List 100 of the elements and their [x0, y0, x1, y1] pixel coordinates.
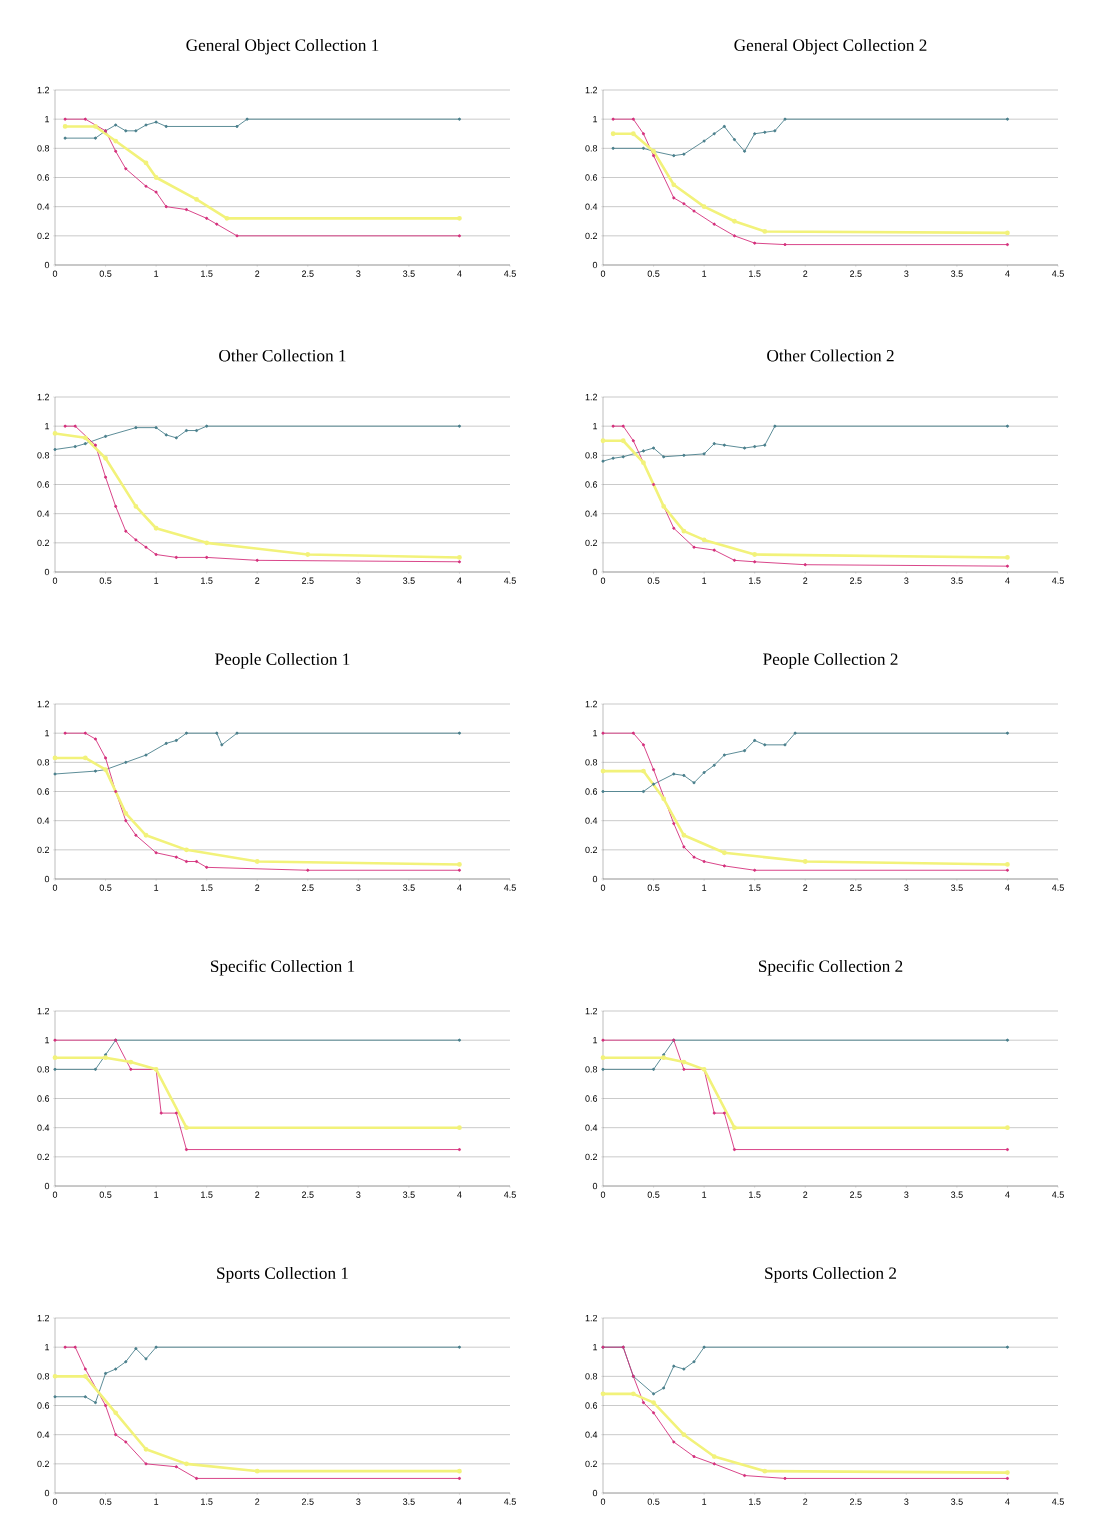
y-tick-label: 0.6	[37, 788, 50, 795]
point	[53, 1395, 57, 1399]
point	[763, 130, 767, 134]
point	[672, 154, 676, 158]
x-tick-label: 3	[904, 1191, 909, 1198]
y-tick-label: 0	[44, 875, 50, 883]
point	[204, 540, 210, 546]
y-tick-label: 0.6	[37, 481, 50, 488]
point	[457, 1125, 462, 1131]
point	[631, 439, 635, 443]
x-tick-label: 2	[803, 577, 808, 584]
point	[306, 868, 310, 872]
point	[63, 136, 67, 140]
point	[184, 1461, 189, 1467]
point	[712, 1111, 716, 1115]
y-tick-label: 0.6	[37, 1095, 50, 1102]
point	[652, 1067, 656, 1071]
point	[652, 482, 656, 487]
point	[783, 243, 787, 247]
point	[83, 117, 87, 121]
x-tick-label: 1.5	[749, 1191, 761, 1198]
point	[1005, 1470, 1010, 1475]
point	[732, 1125, 737, 1131]
point	[174, 436, 178, 440]
x-tick-label: 4	[1005, 577, 1010, 584]
y-tick-label: 0.6	[37, 174, 50, 181]
point	[672, 1364, 676, 1368]
x-tick-label: 0	[52, 577, 58, 584]
point	[1005, 1125, 1010, 1131]
y-tick-label: 1.2	[37, 1314, 50, 1322]
y-tick-label: 1.2	[37, 700, 50, 708]
point	[83, 731, 87, 735]
x-tick-label: 4	[457, 1498, 462, 1505]
point	[702, 771, 706, 775]
x-tick-label: 0	[600, 577, 606, 584]
point	[763, 443, 767, 447]
point	[701, 204, 707, 210]
point	[762, 1468, 768, 1474]
x-tick-label: 1	[702, 577, 707, 584]
x-tick-label: 2	[255, 1498, 260, 1505]
x-tick-label: 3.5	[403, 884, 415, 891]
point	[702, 859, 706, 864]
x-tick-label: 1.5	[201, 884, 213, 891]
y-tick-label: 0.4	[37, 1124, 50, 1131]
chart-title: Specific Collection 1	[210, 959, 355, 976]
point	[701, 537, 707, 543]
x-tick-label: 4.5	[1051, 1498, 1064, 1505]
x-tick-label: 3.5	[403, 270, 415, 277]
point	[681, 832, 687, 838]
point	[134, 129, 138, 133]
point	[184, 208, 188, 212]
point	[1005, 564, 1009, 568]
point	[752, 552, 758, 557]
y-tick-label: 0.4	[585, 510, 598, 517]
y-tick-label: 1	[593, 1344, 598, 1351]
point	[215, 222, 219, 226]
y-tick-label: 0.2	[37, 1460, 50, 1468]
point	[601, 459, 605, 463]
point	[711, 1454, 717, 1459]
y-tick-label: 0.2	[37, 232, 50, 240]
chart-title: Sports Collection 2	[765, 1266, 897, 1283]
x-tick-label: 3	[904, 577, 909, 584]
y-tick-label: 0.8	[37, 1066, 50, 1073]
point	[773, 129, 777, 133]
x-tick-label: 2.5	[850, 1498, 862, 1505]
point	[164, 741, 168, 745]
x-tick-label: 4.5	[503, 884, 516, 891]
point	[732, 234, 736, 238]
point	[124, 760, 128, 764]
point	[63, 424, 67, 428]
chart-title: People Collection 2	[763, 652, 898, 669]
y-tick-label: 0.4	[585, 1124, 598, 1131]
point	[652, 1392, 656, 1396]
point	[83, 442, 87, 446]
point	[104, 434, 108, 438]
point	[721, 850, 727, 856]
y-tick-label: 0.4	[585, 817, 598, 824]
point	[652, 1411, 656, 1415]
point	[743, 446, 747, 450]
point	[682, 1067, 686, 1071]
point	[235, 731, 239, 735]
x-tick-label: 1	[154, 270, 159, 277]
point	[681, 1432, 687, 1438]
point	[783, 743, 787, 747]
point	[457, 1345, 461, 1349]
point	[692, 855, 696, 859]
point	[457, 862, 462, 867]
x-tick-label: 4	[1005, 1191, 1010, 1198]
point	[123, 810, 129, 816]
point	[124, 167, 128, 171]
point	[205, 216, 209, 220]
x-tick-label: 0	[52, 884, 58, 891]
y-tick-label: 0.2	[37, 1153, 50, 1161]
y-tick-label: 0.2	[37, 846, 50, 854]
point	[802, 859, 808, 864]
y-tick-label: 0.4	[37, 203, 50, 210]
y-tick-label: 0.6	[585, 1402, 598, 1409]
point	[611, 456, 615, 460]
y-tick-label: 0.4	[585, 1431, 598, 1438]
point	[712, 442, 716, 446]
